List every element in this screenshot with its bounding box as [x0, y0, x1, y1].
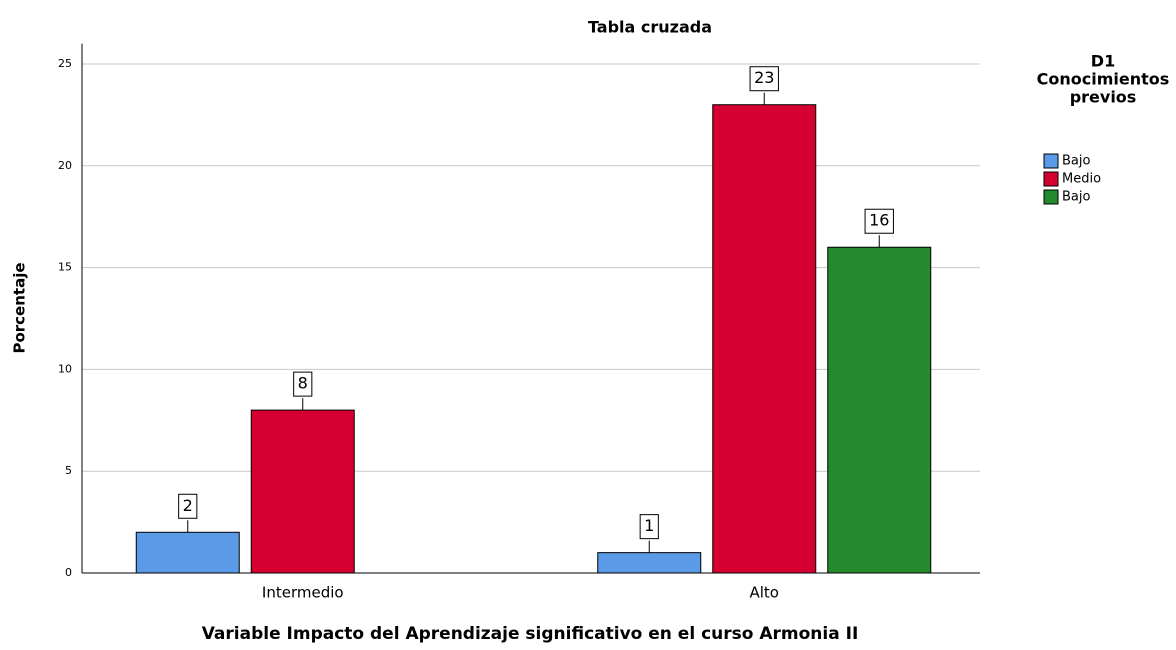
chart-title: Tabla cruzada [588, 18, 712, 37]
data-label: 2 [183, 496, 193, 515]
y-tick-label: 0 [65, 566, 72, 579]
y-tick-label: 5 [65, 464, 72, 477]
bar [597, 552, 702, 574]
legend-label: Medio [1062, 172, 1101, 187]
legend-swatch [1043, 171, 1059, 187]
y-tick-label: 25 [58, 57, 72, 70]
data-label-box [639, 514, 659, 540]
data-label: 1 [644, 516, 654, 535]
legend-title: previos [1070, 88, 1137, 107]
legend-swatch [1043, 153, 1059, 169]
bar [712, 104, 817, 574]
bar [135, 531, 240, 574]
data-label: 16 [869, 211, 889, 230]
data-label-box [293, 371, 313, 397]
y-tick-label: 10 [58, 362, 72, 375]
x-axis-label: Variable Impacto del Aprendizaje signifi… [202, 624, 859, 644]
legend-swatch [1043, 189, 1059, 205]
bar [250, 409, 355, 574]
legend-title: Conocimientos [1037, 70, 1170, 89]
data-label-box [178, 493, 198, 519]
x-tick-label: Intermedio [262, 584, 344, 602]
y-tick-label: 15 [58, 261, 72, 274]
y-tick-label: 20 [58, 159, 72, 172]
data-label-box [749, 66, 779, 92]
data-label-box [864, 208, 894, 234]
legend-title: D1 [1091, 52, 1115, 71]
data-label: 8 [298, 374, 308, 393]
bar [827, 246, 932, 574]
x-tick-label: Alto [750, 584, 780, 602]
data-label: 23 [754, 68, 774, 87]
legend-label: Bajo [1062, 154, 1090, 169]
y-axis-label: Porcentaje [11, 262, 29, 353]
legend-label: Bajo [1062, 190, 1090, 205]
